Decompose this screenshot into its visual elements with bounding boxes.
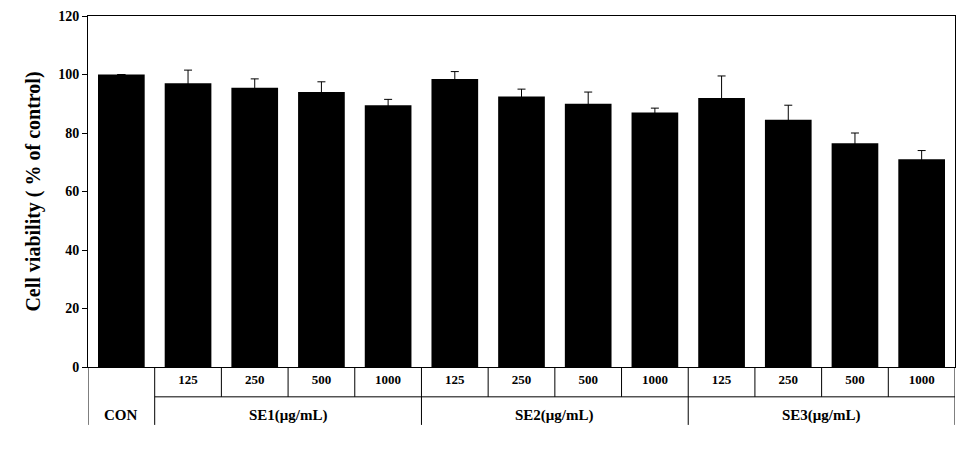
svg-text:250: 250 [245, 372, 264, 387]
svg-text:SE3(μg/mL): SE3(μg/mL) [782, 407, 861, 424]
svg-text:250: 250 [512, 372, 532, 387]
svg-text:500: 500 [845, 372, 865, 387]
svg-text:100: 100 [58, 67, 79, 82]
svg-text:Cell viability ( % of control): Cell viability ( % of control) [22, 71, 45, 311]
svg-text:20: 20 [65, 301, 79, 316]
svg-text:SE1(μg/mL): SE1(μg/mL) [249, 407, 328, 424]
svg-text:80: 80 [65, 126, 79, 141]
svg-text:1000: 1000 [642, 372, 668, 387]
svg-text:125: 125 [712, 372, 732, 387]
svg-text:125: 125 [178, 372, 198, 387]
svg-text:500: 500 [312, 372, 332, 387]
svg-text:125: 125 [445, 372, 465, 387]
svg-text:1000: 1000 [909, 372, 935, 387]
svg-text:1000: 1000 [375, 372, 401, 387]
svg-text:40: 40 [65, 243, 79, 258]
svg-text:SE2(μg/mL): SE2(μg/mL) [515, 407, 594, 424]
svg-text:250: 250 [779, 372, 799, 387]
svg-text:500: 500 [578, 372, 598, 387]
svg-text:60: 60 [65, 184, 79, 199]
svg-text:0: 0 [72, 360, 79, 375]
svg-text:CON: CON [104, 407, 138, 423]
svg-text:120: 120 [58, 9, 79, 24]
